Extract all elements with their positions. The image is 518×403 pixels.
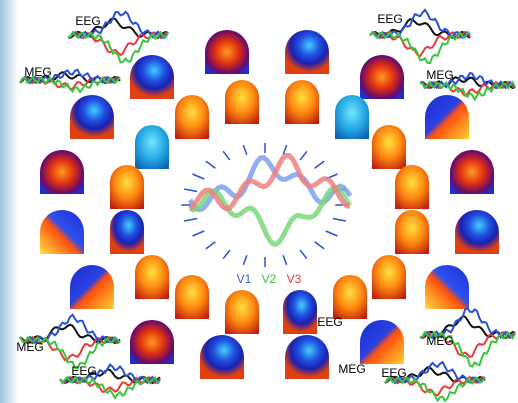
panel-label: MEG (24, 65, 51, 79)
arrow (299, 249, 308, 260)
head-map (225, 80, 259, 124)
waveform (19, 323, 121, 345)
arrow (332, 217, 346, 222)
head-map (40, 210, 84, 254)
head-map (130, 320, 174, 364)
panel-label: MEG (426, 334, 453, 348)
waveform (59, 375, 161, 400)
arrow (205, 160, 216, 169)
panel-label: EEG (381, 366, 406, 380)
head-map (395, 210, 429, 254)
labels: EEG MEG EEG MEG MEG EEG MEG EEG EEG MEG V1 V2 V3 (16, 12, 453, 380)
head-map (40, 150, 84, 194)
panel-label: MEG (426, 68, 453, 82)
center-wave (188, 184, 352, 247)
panel-label: EEG (75, 14, 100, 28)
edge-shade (0, 0, 18, 403)
head-map (175, 275, 209, 319)
head-map (130, 55, 174, 99)
head-map (455, 210, 499, 254)
legend-label: V2 (262, 272, 277, 286)
head-map (283, 290, 317, 334)
head-map (70, 95, 114, 139)
waveform (384, 375, 486, 403)
waveform (19, 68, 120, 85)
waveform (369, 30, 471, 65)
panel-label: EEG (377, 12, 402, 26)
head-map (110, 210, 144, 254)
head-map (135, 255, 169, 299)
head-map (285, 30, 329, 74)
arrow (192, 230, 205, 237)
arrow (184, 188, 198, 193)
waveforms (19, 8, 516, 403)
head-maps (40, 30, 499, 379)
head-map (360, 320, 404, 364)
arrow (222, 249, 231, 260)
arrow (282, 254, 288, 266)
waveform (19, 335, 121, 370)
waveform (19, 75, 121, 94)
panel-label: MEG (338, 362, 365, 376)
head-map (200, 335, 244, 379)
waveform (419, 330, 516, 368)
head-map (360, 55, 404, 99)
waveform (19, 313, 121, 345)
arrow (282, 144, 288, 156)
arrow (314, 160, 325, 169)
head-map (395, 165, 429, 209)
head-map (70, 265, 114, 309)
head-map (135, 125, 169, 169)
arrow (205, 241, 216, 250)
head-map (372, 255, 406, 299)
head-map (205, 30, 249, 74)
head-map (333, 275, 367, 319)
waveform (419, 71, 516, 90)
head-map (110, 165, 144, 209)
head-map (175, 95, 209, 139)
head-map (285, 80, 319, 124)
legend-label: V3 (287, 272, 302, 286)
panel-label: MEG (16, 340, 43, 354)
head-map (450, 150, 494, 194)
arrow (192, 173, 205, 180)
panel-label: EEG (317, 315, 342, 329)
legend-label: V1 (237, 272, 252, 286)
waveform (419, 80, 516, 102)
head-map (372, 125, 406, 169)
head-map (335, 95, 369, 139)
arrow (314, 241, 325, 250)
arrow (299, 150, 308, 161)
arrow (242, 254, 248, 266)
head-map (225, 290, 259, 334)
head-map (425, 265, 469, 309)
arrow (184, 217, 198, 222)
arrow (222, 150, 231, 161)
arrow (242, 144, 248, 156)
waveform (67, 30, 169, 64)
center-wave (188, 152, 351, 212)
panel-label: EEG (71, 364, 96, 378)
head-map (425, 95, 469, 139)
waveform (369, 30, 471, 58)
center-plot (181, 143, 353, 267)
head-map (285, 335, 329, 379)
arrow (325, 230, 338, 237)
waveform (384, 360, 486, 385)
